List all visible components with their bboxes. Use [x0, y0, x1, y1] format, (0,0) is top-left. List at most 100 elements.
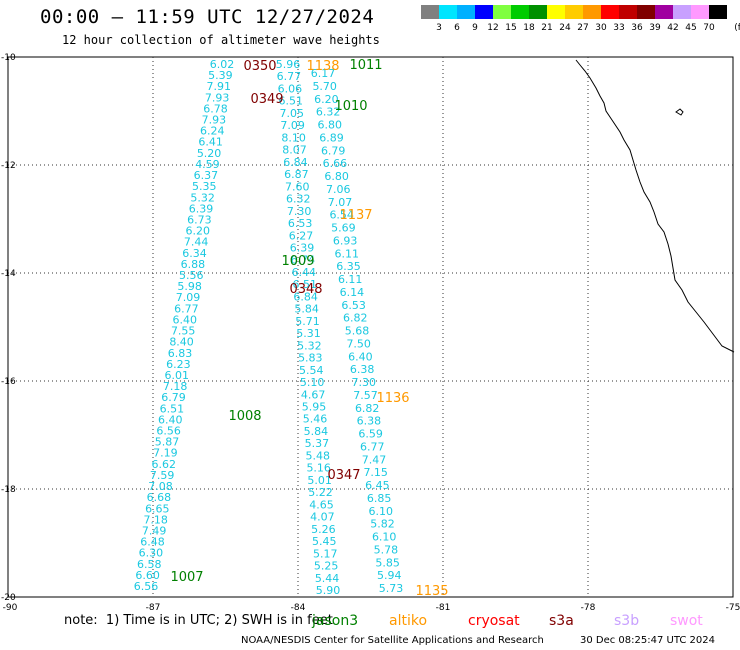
- pass-label: 1008: [228, 409, 261, 424]
- swh-value: 6.40: [158, 413, 183, 426]
- swh-value: 8.10: [281, 131, 306, 144]
- swh-value: 6.20: [185, 225, 210, 238]
- swh-value: 7.57: [353, 389, 378, 402]
- swh-value: 6.44: [292, 266, 317, 279]
- header: 00:00 – 11:59 UTC 12/27/2024 12 hour col…: [0, 0, 740, 56]
- swh-value: 5.87: [155, 436, 180, 449]
- colorbar-label: 21: [541, 23, 553, 33]
- colorbar-swatch: [439, 5, 457, 19]
- pass-label: 1011: [349, 58, 382, 73]
- lat-tick-label: -14: [1, 269, 16, 279]
- swh-value: 5.26: [311, 523, 336, 536]
- swh-value: 6.38: [357, 415, 382, 428]
- swh-value: 5.54: [299, 364, 324, 377]
- swh-value: 5.73: [379, 582, 404, 595]
- swh-value: 7.60: [285, 180, 310, 193]
- swh-value: 5.20: [197, 147, 222, 160]
- swh-value: 5.10: [300, 376, 325, 389]
- colorbar-label: 3: [436, 23, 442, 33]
- swh-value: 7.19: [153, 447, 178, 460]
- lon-tick-label: -84: [291, 603, 306, 613]
- satellite-legend-s3a: s3a: [549, 613, 574, 629]
- swh-value: 5.96: [276, 58, 301, 71]
- swh-value: 6.20: [314, 93, 339, 106]
- swh-value: 5.16: [306, 462, 331, 475]
- swh-value: 6.84: [283, 156, 308, 169]
- swh-value: 6.65: [145, 502, 170, 515]
- colorbar-swatch: [529, 5, 547, 19]
- swh-value: 7.15: [363, 466, 388, 479]
- pass-label: 1010: [334, 99, 367, 114]
- swh-value: 8.07: [282, 144, 307, 157]
- swh-value: 5.83: [298, 352, 323, 365]
- swh-value: 6.78: [203, 102, 228, 115]
- pass-label: 1136: [376, 391, 409, 406]
- swh-value: 7.18: [163, 380, 188, 393]
- swh-value: 6.88: [181, 258, 206, 271]
- swh-value: 6.01: [164, 369, 189, 382]
- swh-value: 6.89: [319, 131, 344, 144]
- colorbar-label: 6: [454, 23, 460, 33]
- swh-value: 7.09: [280, 119, 305, 132]
- swh-value: 6.14: [340, 286, 365, 299]
- colorbar-unit: (ft): [734, 23, 740, 33]
- satellite-legend-altiko: altiko: [389, 613, 428, 629]
- swh-value: 7.93: [205, 91, 230, 104]
- swh-value: 7.09: [176, 291, 201, 304]
- colorbar-swatch: [421, 5, 439, 19]
- swh-value: 6.77: [360, 440, 385, 453]
- swh-value: 6.79: [161, 391, 186, 404]
- colorbar-swatch: [583, 5, 601, 19]
- swh-value: 7.30: [352, 376, 377, 389]
- swh-value: 7.05: [279, 107, 304, 120]
- colorbar-label: 36: [631, 23, 643, 33]
- swh-value: 6.51: [279, 95, 304, 108]
- colorbar-label: 45: [685, 23, 697, 33]
- swh-value: 6.60: [135, 569, 160, 582]
- lat-tick-label: -16: [1, 377, 16, 387]
- swh-value: 6.62: [152, 458, 177, 471]
- swh-value: 6.79: [321, 144, 346, 157]
- swh-value: 4.07: [310, 511, 335, 524]
- swh-value: 7.08: [148, 480, 173, 493]
- swh-value: 6.06: [278, 82, 303, 95]
- swh-value: 6.23: [166, 358, 191, 371]
- swh-value: 6.10: [372, 531, 397, 544]
- swh-value: 5.37: [305, 437, 330, 450]
- swh-value: 6.30: [139, 547, 164, 560]
- colorbar-swatch: [547, 5, 565, 19]
- footer-note: note: 1) Time is in UTC; 2) SWH is in fe…: [64, 613, 333, 628]
- pass-label: 0347: [327, 468, 360, 483]
- swh-value: 6.58: [137, 558, 162, 571]
- swh-value: 5.35: [192, 180, 217, 193]
- swh-value: 6.39: [189, 202, 214, 215]
- swh-value: 5.32: [297, 339, 322, 352]
- pass-label: 0350: [243, 59, 276, 74]
- swh-value: 6.11: [335, 247, 360, 260]
- colorbar-label: 70: [703, 23, 715, 33]
- lon-tick-label: -78: [581, 603, 596, 613]
- swh-value: 5.71: [295, 315, 320, 328]
- satellite-legend-swot: swot: [670, 613, 703, 629]
- swh-value: 6.77: [277, 70, 302, 83]
- lon-tick-label: -87: [146, 603, 161, 613]
- lat-tick-label: -20: [1, 593, 16, 603]
- swh-value: 5.31: [296, 327, 321, 340]
- swh-value: 5.85: [375, 556, 400, 569]
- colorbar-swatch: [673, 5, 691, 19]
- swh-value: 6.73: [187, 213, 212, 226]
- swh-value: 5.90: [316, 584, 341, 597]
- swh-value: 7.93: [202, 114, 227, 127]
- swh-value: 6.54: [329, 209, 354, 222]
- swh-value: 7.91: [207, 80, 232, 93]
- swh-value: 6.85: [367, 492, 392, 505]
- swh-value: 6.80: [318, 119, 343, 132]
- swh-value: 6.40: [348, 350, 373, 363]
- colorbar-label: 15: [505, 23, 517, 33]
- lon-tick-label: -90: [3, 603, 18, 613]
- credit-line: NOAA/NESDIS Center for Satellite Applica…: [241, 635, 544, 646]
- swh-value: 5.69: [331, 222, 356, 235]
- swh-value: 6.80: [324, 170, 349, 183]
- colorbar-swatch: [655, 5, 673, 19]
- swh-value: 6.82: [355, 402, 380, 415]
